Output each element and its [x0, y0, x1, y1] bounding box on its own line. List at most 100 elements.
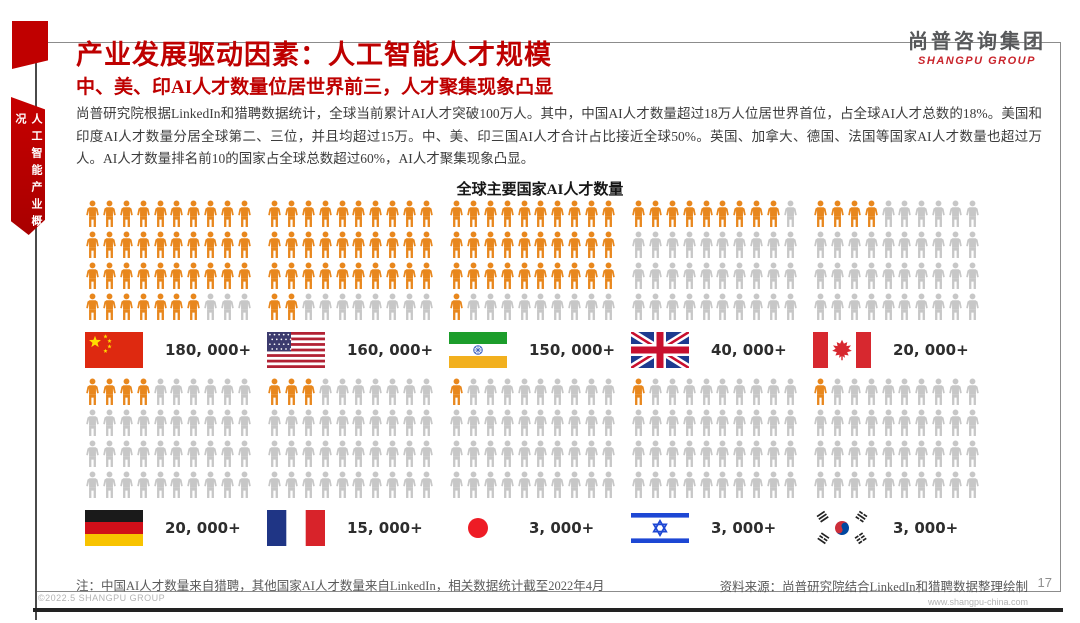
person-icon: [268, 231, 281, 258]
talent-count-label: 20, 000+: [893, 341, 969, 359]
footer-note: 注：中国AI人才数量来自猎聘，其他国家AI人才数量来自LinkedIn，相关数据…: [76, 579, 605, 593]
person-icon: [665, 231, 679, 258]
person-icon: [949, 440, 962, 467]
person-icon: [847, 200, 861, 227]
person-icon: [831, 409, 844, 436]
talent-count-label: 180, 000+: [165, 341, 252, 359]
person-icon: [238, 440, 251, 467]
icon-grid-germany: [85, 378, 254, 500]
person-icon: [767, 200, 780, 227]
person-icon: [716, 293, 730, 320]
person-icon: [864, 471, 878, 498]
person-icon: [784, 231, 797, 258]
pictograph-japan: 3, 000+: [449, 378, 618, 547]
person-icon: [831, 262, 844, 289]
person-icon: [403, 293, 416, 320]
person-icon: [847, 440, 861, 467]
person-icon: [551, 409, 565, 436]
person-icon: [568, 409, 582, 436]
person-icon: [966, 200, 979, 227]
person-icon: [136, 471, 150, 498]
person-icon: [767, 440, 780, 467]
person-icon: [551, 440, 565, 467]
person-icon: [534, 471, 548, 498]
talent-count-label: 15, 000+: [347, 519, 423, 537]
person-icon: [534, 440, 548, 467]
person-icon: [285, 262, 298, 289]
person-icon: [136, 200, 150, 227]
person-icon: [352, 378, 366, 405]
person-icon: [585, 471, 598, 498]
china-flag-icon: [85, 332, 143, 368]
india-flag-icon: [449, 332, 507, 368]
person-icon: [500, 409, 514, 436]
person-icon: [814, 262, 827, 289]
person-icon: [750, 471, 764, 498]
logo-en-text: SHANGPU GROUP: [918, 55, 1036, 67]
person-icon: [932, 440, 946, 467]
person-icon: [204, 231, 218, 258]
person-icon: [784, 262, 797, 289]
flag-label-row: 160, 000+: [267, 331, 436, 369]
person-icon: [136, 409, 150, 436]
person-icon: [784, 471, 797, 498]
germany-flag-icon: [85, 510, 143, 546]
person-icon: [864, 378, 878, 405]
person-icon: [534, 409, 548, 436]
person-icon: [403, 471, 416, 498]
person-icon: [285, 409, 298, 436]
person-icon: [602, 440, 615, 467]
logo-cn-text: 尚普咨询集团: [908, 31, 1046, 53]
company-logo: 尚普咨询集团 SHANGPU GROUP: [908, 25, 1046, 67]
person-icon: [386, 231, 400, 258]
person-icon: [467, 293, 480, 320]
person-icon: [585, 440, 598, 467]
person-icon: [450, 231, 463, 258]
person-icon: [352, 200, 366, 227]
person-icon: [898, 200, 912, 227]
person-icon: [649, 200, 662, 227]
person-icon: [632, 231, 645, 258]
person-icon: [119, 262, 133, 289]
person-icon: [716, 231, 730, 258]
person-icon: [136, 231, 150, 258]
person-icon: [268, 440, 281, 467]
pictograph-south-korea: 3, 000+: [813, 378, 982, 547]
israel-flag-icon: [631, 510, 689, 546]
person-icon: [551, 378, 565, 405]
person-icon: [864, 262, 878, 289]
icon-grid-uk: [631, 200, 800, 322]
person-icon: [898, 471, 912, 498]
person-icon: [699, 262, 713, 289]
sidebar-ribbon: 人工智能产业概况: [11, 97, 45, 235]
pictograph-israel: 3, 000+: [631, 378, 800, 547]
pictograph-canada: 20, 000+: [813, 200, 982, 369]
person-icon: [136, 262, 150, 289]
person-icon: [682, 293, 696, 320]
person-icon: [386, 262, 400, 289]
person-icon: [534, 231, 548, 258]
person-icon: [420, 262, 433, 289]
person-icon: [318, 262, 332, 289]
person-icon: [369, 231, 383, 258]
person-icon: [831, 231, 844, 258]
person-icon: [699, 293, 713, 320]
person-icon: [831, 378, 844, 405]
person-icon: [966, 471, 979, 498]
person-icon: [170, 262, 184, 289]
person-icon: [733, 440, 747, 467]
person-icon: [767, 231, 780, 258]
person-icon: [665, 293, 679, 320]
person-icon: [750, 378, 764, 405]
person-icon: [784, 200, 797, 227]
person-icon: [814, 378, 827, 405]
person-icon: [318, 378, 332, 405]
icon-grid-israel: [631, 378, 800, 500]
person-icon: [585, 378, 598, 405]
person-icon: [467, 409, 480, 436]
person-icon: [119, 293, 133, 320]
talent-count-label: 3, 000+: [893, 519, 959, 537]
person-icon: [187, 440, 201, 467]
person-icon: [450, 440, 463, 467]
